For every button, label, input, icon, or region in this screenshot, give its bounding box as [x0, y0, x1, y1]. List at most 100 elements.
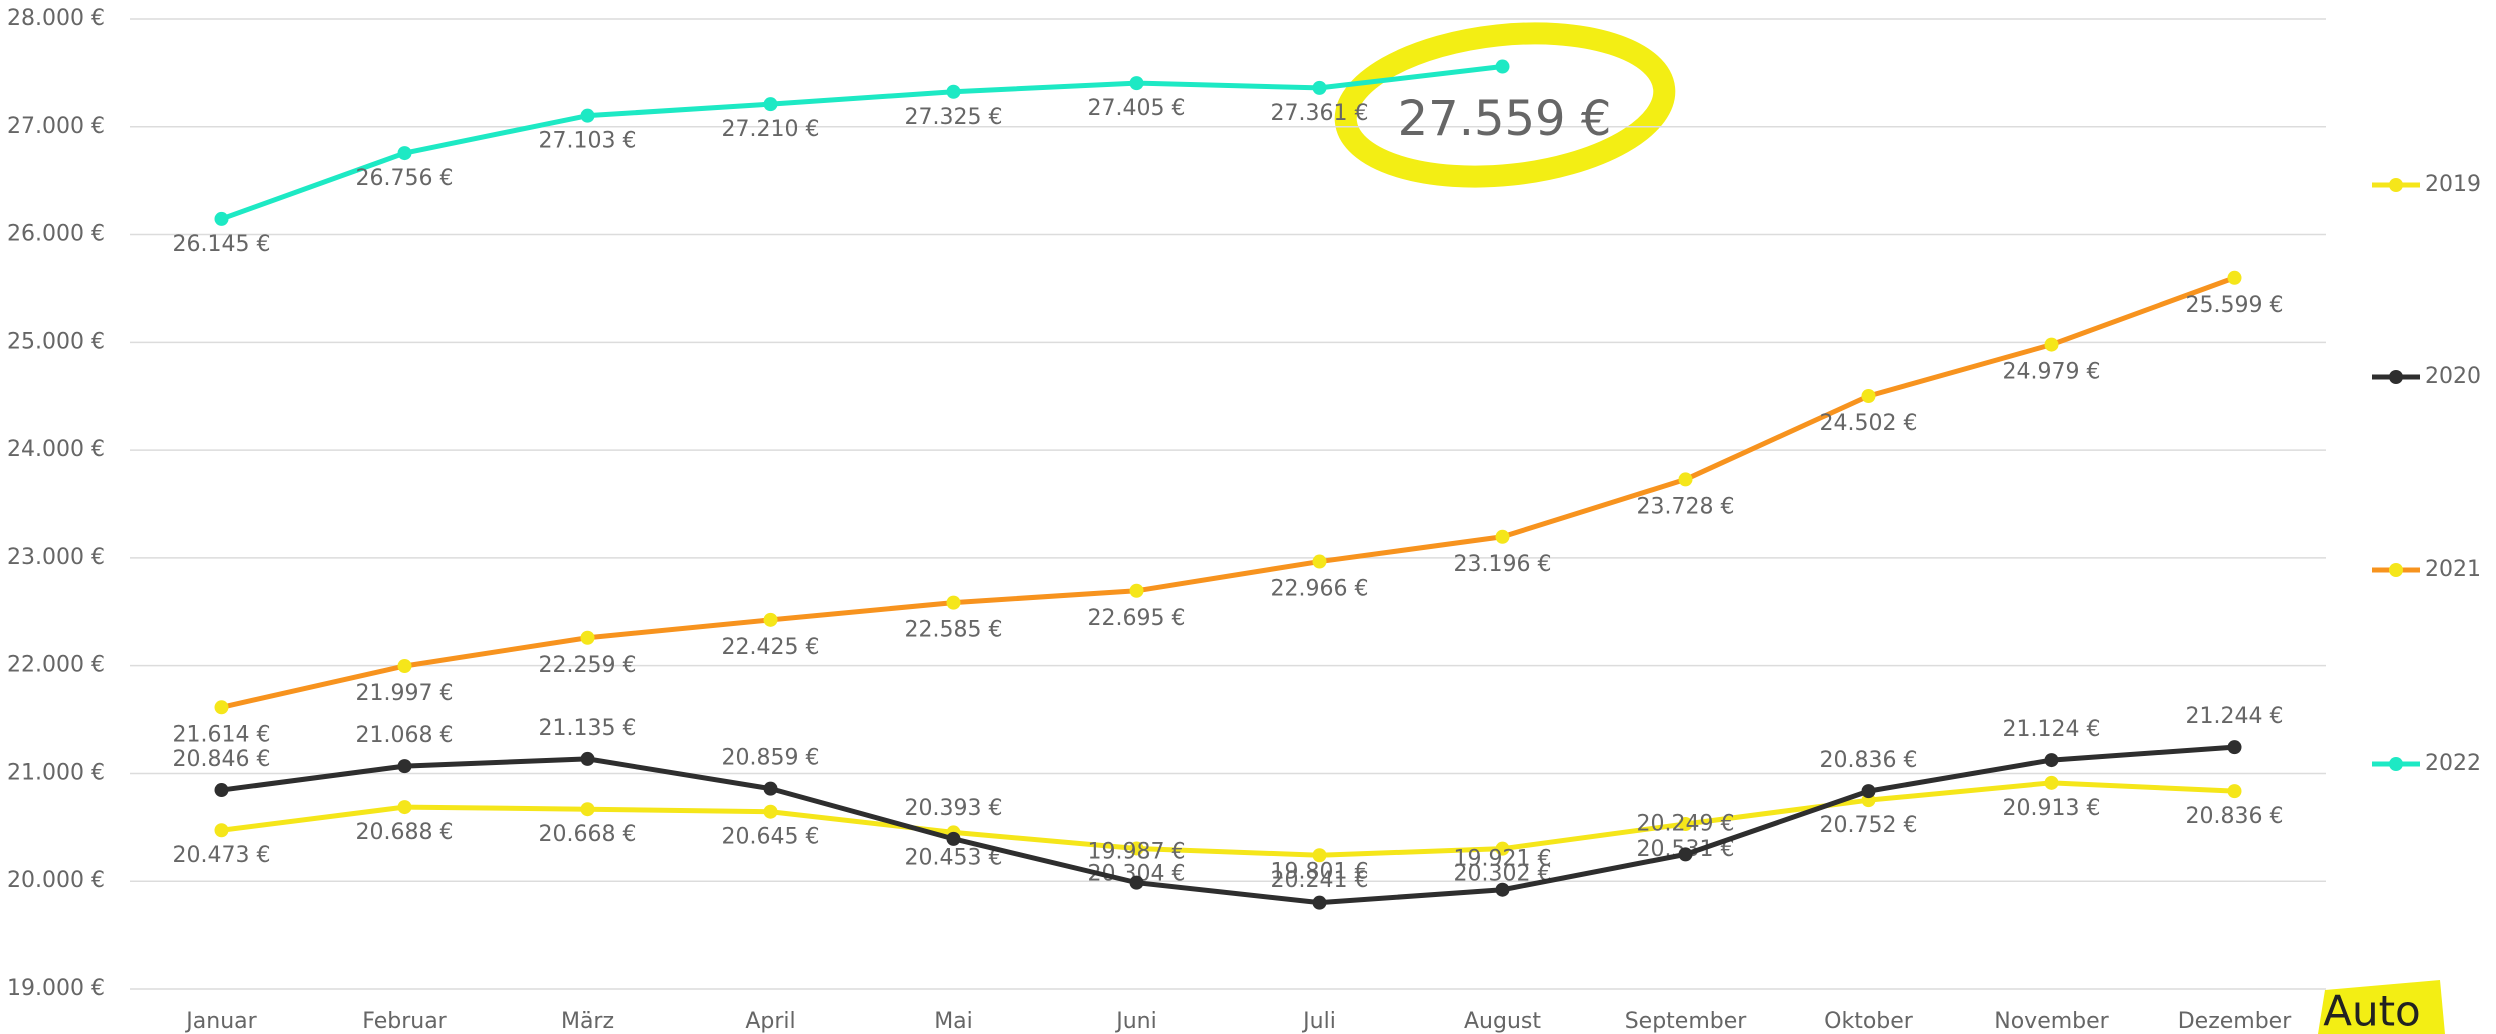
data-label: 21.614 € [173, 722, 271, 747]
marker [581, 802, 595, 816]
x-tick-label: April [745, 1009, 795, 1034]
x-tick-label: Juli [1301, 1009, 1336, 1034]
data-label: 27.405 € [1088, 96, 1186, 121]
marker [764, 613, 778, 627]
marker [1313, 81, 1327, 95]
marker [398, 146, 412, 160]
data-label: 20.836 € [1820, 748, 1918, 773]
data-label: 27.325 € [905, 105, 1003, 130]
legend-label: 2022 [2425, 751, 2481, 776]
data-label: 23.728 € [1637, 494, 1735, 519]
marker [1313, 555, 1327, 569]
marker [1496, 530, 1510, 544]
marker [1130, 876, 1144, 890]
y-tick-label: 20.000 € [7, 868, 105, 893]
x-tick-label: Juni [1114, 1009, 1157, 1034]
y-tick-label: 27.000 € [7, 114, 105, 139]
data-label: 22.425 € [722, 635, 820, 660]
data-label: 25.599 € [2186, 293, 2284, 318]
marker [1313, 896, 1327, 910]
x-tick-label: September [1625, 1009, 1748, 1034]
marker [947, 832, 961, 846]
series-line [222, 783, 2235, 855]
data-label: 21.997 € [356, 681, 454, 706]
marker [215, 212, 229, 226]
data-label: 22.585 € [905, 618, 1003, 643]
data-label: 20.913 € [2003, 796, 2101, 821]
marker [764, 805, 778, 819]
data-label: 20.668 € [539, 822, 637, 847]
data-label: 22.966 € [1271, 577, 1369, 602]
series-line [222, 747, 2235, 903]
x-tick-label: Dezember [2178, 1009, 2292, 1034]
y-tick-label: 24.000 € [7, 437, 105, 462]
data-label: 23.196 € [1454, 552, 1552, 577]
data-label: 21.244 € [2186, 704, 2284, 729]
data-label: 20.752 € [1820, 813, 1918, 838]
data-label: 27.361 € [1271, 101, 1369, 126]
marker [1679, 472, 1693, 486]
y-tick-label: 21.000 € [7, 760, 105, 785]
marker [398, 800, 412, 814]
legend-marker [2389, 757, 2403, 771]
x-tick-label: Januar [184, 1009, 257, 1034]
data-label: 19.921 € [1454, 847, 1552, 872]
y-tick-label: 19.000 € [7, 976, 105, 1001]
legend-label: 2019 [2425, 172, 2481, 197]
data-label: 20.645 € [722, 825, 820, 850]
marker [947, 596, 961, 610]
data-label: 24.979 € [2003, 360, 2101, 385]
marker [2228, 271, 2242, 285]
logo: Auto [2323, 987, 2421, 1034]
data-label: 27.103 € [539, 129, 637, 154]
marker [1130, 76, 1144, 90]
grid [130, 19, 2326, 989]
y-tick-label: 23.000 € [7, 545, 105, 570]
data-label: 19.987 € [1088, 840, 1186, 865]
marker [398, 759, 412, 773]
data-label: 26.756 € [356, 166, 454, 191]
data-label: 20.836 € [2186, 804, 2284, 829]
data-label: 24.502 € [1820, 411, 1918, 436]
marker [2045, 776, 2059, 790]
marker [215, 823, 229, 837]
legend-label: 2021 [2425, 557, 2481, 582]
legend-marker [2389, 370, 2403, 384]
marker [2228, 740, 2242, 754]
chart: Auto 19.000 € 20.000 € 21.000 € 22.000 € 23.… [0, 0, 2496, 1034]
legend-label: 2020 [2425, 364, 2481, 389]
data-label: 19.801 € [1271, 860, 1369, 885]
data-label: 20.859 € [722, 746, 820, 771]
data-label: 27.559 € [1398, 91, 1612, 147]
marker [947, 85, 961, 99]
data-label: 20.688 € [356, 820, 454, 845]
marker [764, 782, 778, 796]
marker [581, 109, 595, 123]
series-line [222, 67, 1503, 219]
data-label: 22.695 € [1088, 606, 1186, 631]
x-tick-label: Oktober [1824, 1009, 1914, 1034]
data-label: 21.068 € [356, 723, 454, 748]
marker [1679, 847, 1693, 861]
marker [2045, 338, 2059, 352]
x-tick-label: November [1994, 1009, 2109, 1034]
legend-marker [2389, 563, 2403, 577]
marker [764, 97, 778, 111]
marker [581, 752, 595, 766]
x-tick-label: Mai [934, 1009, 973, 1034]
marker [2228, 784, 2242, 798]
data-label: 20.846 € [173, 747, 271, 772]
data-label: 21.124 € [2003, 717, 2101, 742]
marker [215, 700, 229, 714]
marker [1496, 60, 1510, 74]
marker [1130, 584, 1144, 598]
x-tick-label: März [561, 1009, 614, 1034]
marker [581, 631, 595, 645]
marker [1496, 883, 1510, 897]
data-label: 22.259 € [539, 653, 637, 678]
y-tick-label: 22.000 € [7, 653, 105, 678]
marker [398, 659, 412, 673]
data-label: 20.393 € [905, 796, 1003, 821]
y-tick-label: 28.000 € [7, 6, 105, 31]
data-label: 20.473 € [173, 843, 271, 868]
